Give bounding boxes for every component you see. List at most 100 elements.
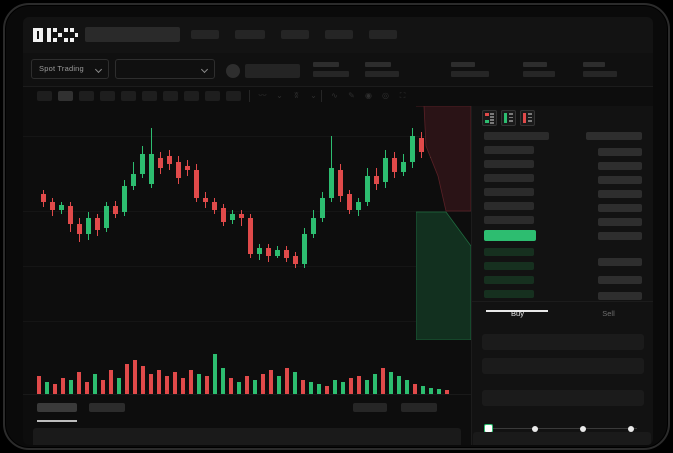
orderbook-bid-row[interactable] [484,262,534,270]
orderbook-trades-row[interactable] [598,176,642,184]
bottom-pill-1[interactable] [353,403,387,412]
order-price-field[interactable] [482,334,644,350]
volume-bar [205,376,209,394]
timeframe-button-9[interactable] [205,91,220,101]
orderbook-trades-row[interactable] [598,190,642,198]
slider-node-50[interactable] [580,425,586,432]
nav-item-3[interactable] [281,30,309,39]
order-total-field[interactable] [482,390,644,406]
candle-body [293,256,298,264]
orderbook-ask-row[interactable] [484,202,534,210]
nav-item-5[interactable] [369,30,397,39]
orderbook-trades-row[interactable] [598,162,642,170]
chart-gridline [23,136,471,137]
indicators-icon[interactable]: 〰 [258,91,267,100]
compare-icon[interactable]: ⌄ [276,91,283,100]
candlestick-chart[interactable] [23,106,471,394]
drawing-tools-icon[interactable]: ✎ [348,91,355,100]
candle-body [419,138,424,152]
volume-bar [85,382,89,394]
orderbook-layout-asks-icon[interactable] [520,110,535,126]
fullscreen-icon[interactable]: ⛶ [399,91,406,100]
timeframe-button-7[interactable] [163,91,178,101]
volume-bar [141,366,145,394]
candle-body [320,198,325,218]
trading-pair-selector[interactable] [115,59,215,79]
timeframe-button-6[interactable] [142,91,157,101]
candle-body [374,176,379,184]
trading-mode-label: Spot Trading [39,64,84,73]
candle-body [50,202,55,210]
orderbook-trades-row[interactable] [598,258,642,266]
orderbook-ask-row[interactable] [484,216,534,224]
timeframe-button-2[interactable] [58,91,73,101]
bottom-tab-order-history[interactable] [89,403,125,412]
chevron-down-icon [202,67,208,73]
candle-body [122,186,127,212]
orderbook-ask-row[interactable] [484,132,549,140]
candle-body [356,202,361,210]
orderbook-ask-row[interactable] [484,188,534,196]
orderbook-trades-row[interactable] [598,276,642,284]
nav-item-2[interactable] [235,30,265,39]
orderbook-trades-row[interactable] [598,204,642,212]
orderbook-ask-row[interactable] [484,146,534,154]
volume-bar [349,378,353,394]
orderbook-bid-row[interactable] [484,248,534,256]
volume-bar [149,374,153,394]
okx-logo[interactable] [33,28,78,42]
search-input[interactable] [85,27,180,42]
orderbook-layout-bids-icon[interactable] [501,110,516,126]
slider-node-75[interactable] [628,425,634,432]
orderbook-last-price-row[interactable] [484,230,536,241]
timeframe-button-4[interactable] [100,91,115,101]
orderbook-bid-row[interactable] [484,290,534,298]
bottom-tab-open-orders[interactable] [37,403,77,412]
top-navigation-bar [23,17,653,53]
stat-low [451,62,489,77]
orderbook-bid-row[interactable] [484,276,534,284]
timeframe-button-1[interactable] [37,91,52,101]
candle-body [194,170,199,198]
tab-sell[interactable]: Sell [563,309,653,318]
order-amount-field[interactable] [482,358,644,374]
orderbook-trades-row[interactable] [598,232,642,240]
volume-bar [429,388,433,394]
volume-bar [277,376,281,394]
orderbook-trades-row[interactable] [598,292,642,300]
trading-mode-selector[interactable]: Spot Trading [31,59,109,79]
candle-body [59,205,64,210]
volume-bar [365,380,369,394]
last-price-display [245,64,300,78]
active-tab-indicator [37,420,77,422]
bottom-pill-2[interactable] [401,403,437,412]
settings-icon[interactable]: ◎ [382,91,389,100]
nav-item-1[interactable] [191,30,219,39]
volume-bar [317,384,321,394]
timeframe-button-10[interactable] [226,91,241,101]
snapshot-icon[interactable]: ◉ [365,91,372,100]
chevron-down-icon[interactable]: ⌄ [310,91,317,100]
line-chart-icon[interactable]: ∿ [331,91,338,100]
candle-body [167,156,172,164]
volume-bar [101,380,105,394]
slider-node-25[interactable] [532,425,538,432]
orderbook-ask-row[interactable] [484,174,534,182]
orderbook-trades-row[interactable] [598,148,642,156]
timeframe-button-5[interactable] [121,91,136,101]
orderbook-trades-row[interactable] [586,132,642,140]
tab-buy[interactable]: Buy [472,309,563,318]
app-screen: Spot Trading 〰 ⌄ ʬ ⌄ ∿ ✎ ◉ ◎ ⛶ [23,17,653,445]
candle-body [266,248,271,256]
alert-icon[interactable]: ʬ [294,91,299,100]
orderbook-ask-row[interactable] [484,160,534,168]
volume-bar [325,386,329,394]
orderbook-trades-row[interactable] [598,218,642,226]
candle-body [284,250,289,258]
candle-body [401,162,406,172]
volume-bar [397,376,401,394]
timeframe-button-3[interactable] [79,91,94,101]
nav-item-4[interactable] [325,30,353,39]
orderbook-layout-both-icon[interactable] [482,110,497,126]
timeframe-button-8[interactable] [184,91,199,101]
